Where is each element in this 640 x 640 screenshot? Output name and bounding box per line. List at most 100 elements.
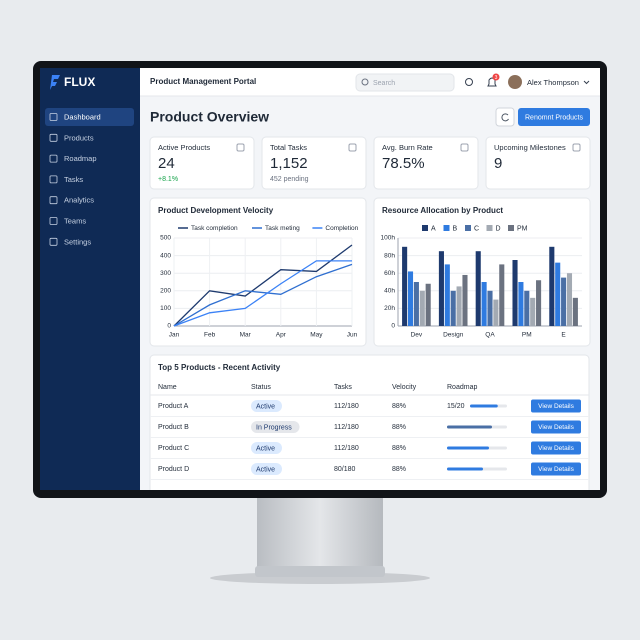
view-button[interactable]: [531, 441, 581, 455]
y-tick-label: 100: [160, 305, 171, 312]
stat-card: [485, 136, 591, 190]
view-button[interactable]: [531, 420, 581, 434]
bar: [413, 282, 419, 326]
x-tick-label: Jun: [347, 332, 358, 339]
action-label[interactable]: Renomnt Products: [525, 114, 583, 121]
action-button[interactable]: [518, 108, 590, 126]
x-tick-label: Dev: [411, 332, 423, 339]
view-label[interactable]: View Details: [538, 424, 574, 431]
nav-icon: [49, 175, 58, 184]
chart-title: Product Development Velocity: [158, 206, 274, 215]
x-tick-label: Design: [443, 332, 464, 339]
stat-icon: [460, 143, 469, 152]
brand: FLUX: [64, 75, 95, 89]
nav-item[interactable]: Analytics: [64, 196, 94, 205]
nav-item[interactable]: Products: [64, 133, 94, 142]
stat-value: 9: [494, 155, 502, 172]
view-button[interactable]: [531, 399, 581, 413]
refresh-icon: [501, 113, 509, 122]
chart-card: [149, 197, 367, 347]
nav-item[interactable]: Settings: [64, 237, 91, 246]
search-button[interactable]: [465, 78, 473, 86]
legend-swatch: [465, 225, 471, 231]
table-card: [149, 354, 590, 490]
x-tick-label: Mar: [240, 332, 252, 339]
status-pill: [251, 400, 282, 412]
refresh-button[interactable]: [495, 107, 515, 127]
search-placeholder: Search: [373, 80, 395, 87]
line-series: [173, 263, 353, 327]
nav-item[interactable]: Dashboard: [64, 112, 101, 121]
search-icon: [361, 78, 369, 86]
stat-value: 24: [158, 155, 175, 172]
nav-item[interactable]: Teams: [64, 216, 86, 225]
status-label: Active: [256, 403, 275, 410]
stat-sub: 452 pending: [270, 176, 309, 183]
view-label[interactable]: View Details: [538, 466, 574, 473]
bar: [566, 273, 573, 326]
view-label[interactable]: View Details: [538, 403, 574, 410]
status-label: In Progress: [256, 424, 292, 431]
bar: [438, 251, 444, 326]
cell-velocity: 88%: [392, 466, 406, 473]
chart-title: Resource Allocation by Product: [382, 206, 503, 215]
stat-card: [261, 136, 367, 190]
stat-icon: [236, 143, 245, 152]
legend-label: D: [496, 225, 501, 232]
legend-swatch: [486, 225, 493, 231]
line-series: [173, 244, 353, 327]
stat-label: Active Products: [158, 143, 210, 152]
status-pill: [251, 442, 282, 454]
status-label: Active: [256, 466, 275, 473]
notification-count: 3: [495, 75, 498, 81]
cell-name: Product A: [158, 403, 189, 410]
legend-swatch: [508, 225, 514, 231]
bar: [555, 262, 561, 326]
bell-icon[interactable]: [487, 77, 497, 87]
avatar[interactable]: [508, 75, 522, 89]
bar: [493, 299, 499, 326]
column-header[interactable]: Tasks: [334, 384, 352, 391]
y-tick-label: 200: [160, 288, 171, 295]
view-label[interactable]: View Details: [538, 445, 574, 452]
y-tick-label: 60h: [384, 270, 395, 277]
progress-bar: [447, 467, 483, 471]
column-header[interactable]: Name: [158, 384, 177, 391]
legend-label: Task completion: [191, 225, 238, 232]
y-tick-label: 500: [160, 235, 171, 242]
cell-name: Product D: [158, 466, 189, 473]
nav-icon: [49, 196, 58, 205]
stat-label: Total Tasks: [270, 143, 307, 152]
stat-card: [149, 136, 255, 190]
view-button[interactable]: [531, 462, 581, 476]
cell-velocity: 88%: [392, 403, 406, 410]
legend-swatch: [443, 225, 450, 231]
user-chevron[interactable]: [583, 80, 590, 85]
legend-label: Task meting: [265, 225, 300, 232]
user-name[interactable]: Alex Thompson: [527, 78, 579, 87]
x-tick-label: PM: [522, 332, 532, 339]
nav-icon: [49, 217, 58, 225]
bar: [530, 297, 536, 326]
nav-icon: [49, 154, 58, 163]
status-pill: [251, 421, 300, 433]
search-box[interactable]: [355, 73, 455, 92]
bar: [536, 280, 542, 326]
bar: [402, 246, 408, 326]
nav-active: [45, 108, 134, 126]
legend-label: PM: [517, 225, 528, 232]
bar: [462, 274, 468, 326]
bar: [518, 282, 524, 326]
cell-velocity: 88%: [392, 445, 406, 452]
bar: [425, 283, 431, 326]
y-tick-label: 300: [160, 270, 171, 277]
nav-item[interactable]: Roadmap: [64, 154, 97, 163]
progress-bar: [447, 446, 489, 450]
cell-tasks: 112/180: [334, 445, 359, 452]
nav-item[interactable]: Tasks: [64, 175, 83, 184]
y-tick-label: 80h: [384, 252, 395, 259]
monitor-base: [255, 566, 385, 577]
sidebar: [40, 68, 140, 490]
